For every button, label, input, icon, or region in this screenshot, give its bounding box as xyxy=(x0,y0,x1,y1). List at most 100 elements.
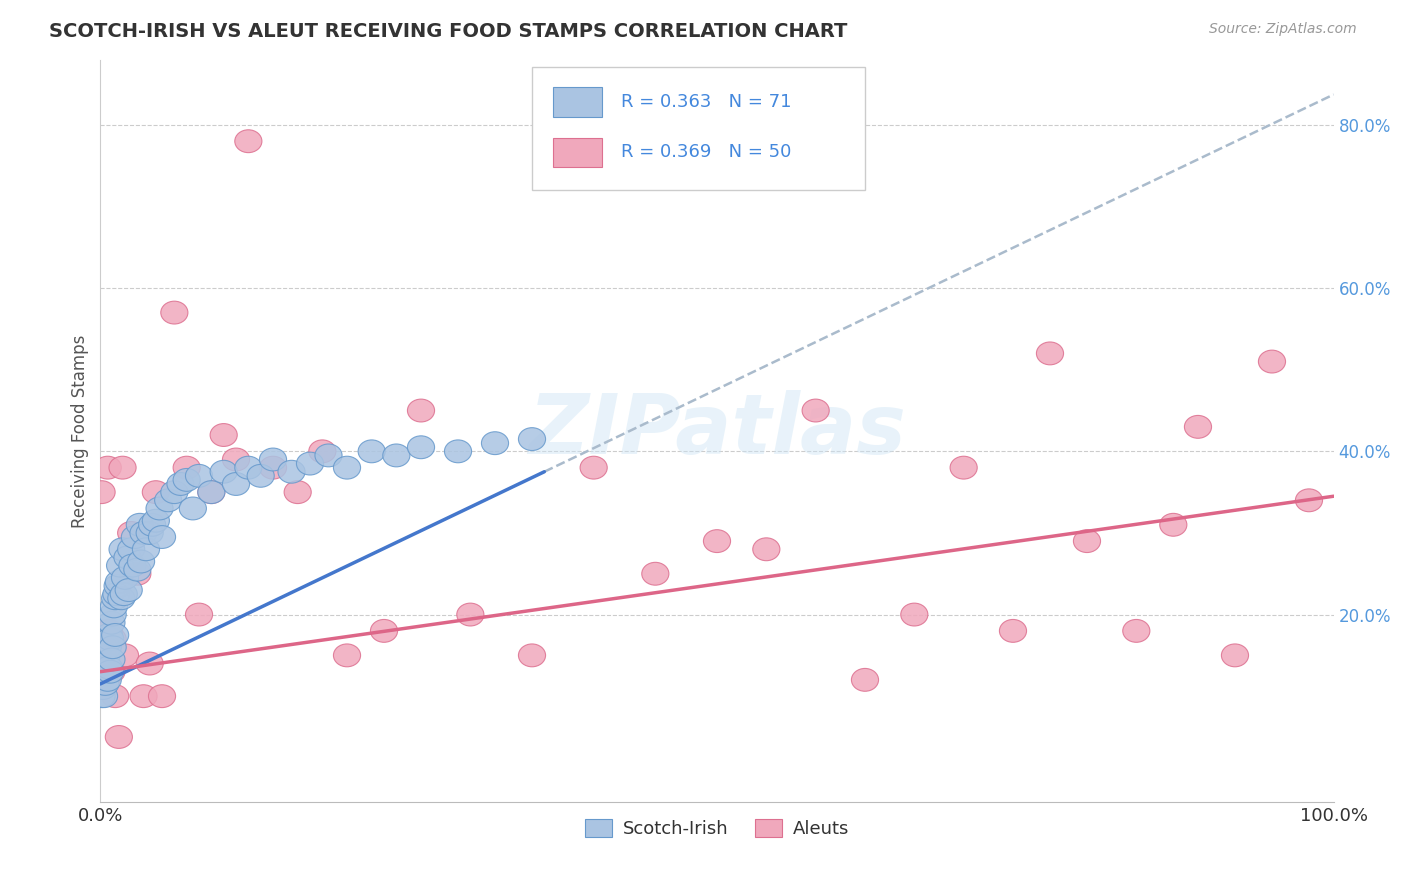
Ellipse shape xyxy=(457,603,484,626)
Ellipse shape xyxy=(96,657,122,679)
Ellipse shape xyxy=(1036,342,1063,365)
Ellipse shape xyxy=(124,558,150,581)
FancyBboxPatch shape xyxy=(553,87,602,117)
Ellipse shape xyxy=(173,456,200,479)
Ellipse shape xyxy=(146,497,173,520)
Ellipse shape xyxy=(278,460,305,483)
Ellipse shape xyxy=(114,546,141,569)
Ellipse shape xyxy=(129,522,157,544)
Ellipse shape xyxy=(90,660,118,683)
Ellipse shape xyxy=(852,668,879,691)
Ellipse shape xyxy=(111,644,139,667)
FancyBboxPatch shape xyxy=(553,137,602,168)
Ellipse shape xyxy=(93,660,120,683)
Ellipse shape xyxy=(110,538,136,561)
Ellipse shape xyxy=(315,444,342,467)
Ellipse shape xyxy=(333,456,360,479)
FancyBboxPatch shape xyxy=(531,67,865,190)
Ellipse shape xyxy=(94,668,121,691)
Ellipse shape xyxy=(110,456,136,479)
Ellipse shape xyxy=(752,538,780,561)
Ellipse shape xyxy=(98,603,127,626)
Ellipse shape xyxy=(149,525,176,549)
Ellipse shape xyxy=(222,473,250,495)
Ellipse shape xyxy=(107,554,134,577)
Ellipse shape xyxy=(1258,351,1285,373)
Text: R = 0.363   N = 71: R = 0.363 N = 71 xyxy=(621,93,792,111)
Ellipse shape xyxy=(98,636,127,658)
Ellipse shape xyxy=(90,636,118,658)
Ellipse shape xyxy=(1123,619,1150,642)
Ellipse shape xyxy=(128,550,155,573)
Ellipse shape xyxy=(235,456,262,479)
Ellipse shape xyxy=(105,571,132,593)
Ellipse shape xyxy=(260,456,287,479)
Ellipse shape xyxy=(167,473,194,495)
Ellipse shape xyxy=(260,448,287,471)
Ellipse shape xyxy=(89,481,115,504)
Ellipse shape xyxy=(121,525,149,549)
Ellipse shape xyxy=(91,652,120,675)
Ellipse shape xyxy=(209,424,238,446)
Ellipse shape xyxy=(160,301,188,324)
Ellipse shape xyxy=(104,574,131,598)
Ellipse shape xyxy=(247,465,274,487)
Text: R = 0.369   N = 50: R = 0.369 N = 50 xyxy=(621,144,792,161)
Ellipse shape xyxy=(222,448,250,471)
Ellipse shape xyxy=(124,562,150,585)
Ellipse shape xyxy=(97,628,124,650)
Ellipse shape xyxy=(127,514,153,536)
Ellipse shape xyxy=(132,538,159,561)
Ellipse shape xyxy=(97,660,124,683)
Ellipse shape xyxy=(186,603,212,626)
Ellipse shape xyxy=(950,456,977,479)
Ellipse shape xyxy=(90,685,118,707)
Ellipse shape xyxy=(1222,644,1249,667)
Ellipse shape xyxy=(98,660,125,683)
Ellipse shape xyxy=(149,685,176,707)
Ellipse shape xyxy=(519,427,546,450)
Text: Source: ZipAtlas.com: Source: ZipAtlas.com xyxy=(1209,22,1357,37)
Ellipse shape xyxy=(89,668,115,691)
Ellipse shape xyxy=(519,644,546,667)
Ellipse shape xyxy=(901,603,928,626)
Ellipse shape xyxy=(103,582,129,606)
Ellipse shape xyxy=(1073,530,1101,552)
Ellipse shape xyxy=(1295,489,1323,512)
Ellipse shape xyxy=(105,725,132,748)
Ellipse shape xyxy=(93,644,120,667)
Ellipse shape xyxy=(703,530,731,552)
Ellipse shape xyxy=(91,673,120,696)
Ellipse shape xyxy=(235,130,262,153)
Ellipse shape xyxy=(118,522,145,544)
Ellipse shape xyxy=(139,514,166,536)
Ellipse shape xyxy=(641,562,669,585)
Ellipse shape xyxy=(284,481,311,504)
Ellipse shape xyxy=(101,587,129,609)
Ellipse shape xyxy=(120,554,146,577)
Ellipse shape xyxy=(98,611,125,634)
Ellipse shape xyxy=(1160,514,1187,536)
Ellipse shape xyxy=(142,481,169,504)
Ellipse shape xyxy=(370,619,398,642)
Ellipse shape xyxy=(186,465,212,487)
Ellipse shape xyxy=(155,489,181,512)
Ellipse shape xyxy=(96,624,122,647)
Ellipse shape xyxy=(382,444,411,467)
Ellipse shape xyxy=(180,497,207,520)
Ellipse shape xyxy=(111,566,139,590)
Ellipse shape xyxy=(93,668,120,691)
Text: SCOTCH-IRISH VS ALEUT RECEIVING FOOD STAMPS CORRELATION CHART: SCOTCH-IRISH VS ALEUT RECEIVING FOOD STA… xyxy=(49,22,848,41)
Ellipse shape xyxy=(115,579,142,601)
Ellipse shape xyxy=(198,481,225,504)
Ellipse shape xyxy=(110,582,138,606)
Ellipse shape xyxy=(90,668,118,691)
Ellipse shape xyxy=(89,652,115,675)
Ellipse shape xyxy=(359,440,385,463)
Ellipse shape xyxy=(100,595,128,618)
Ellipse shape xyxy=(481,432,509,455)
Ellipse shape xyxy=(94,636,121,658)
Ellipse shape xyxy=(444,440,471,463)
Ellipse shape xyxy=(101,624,129,647)
Ellipse shape xyxy=(94,456,121,479)
